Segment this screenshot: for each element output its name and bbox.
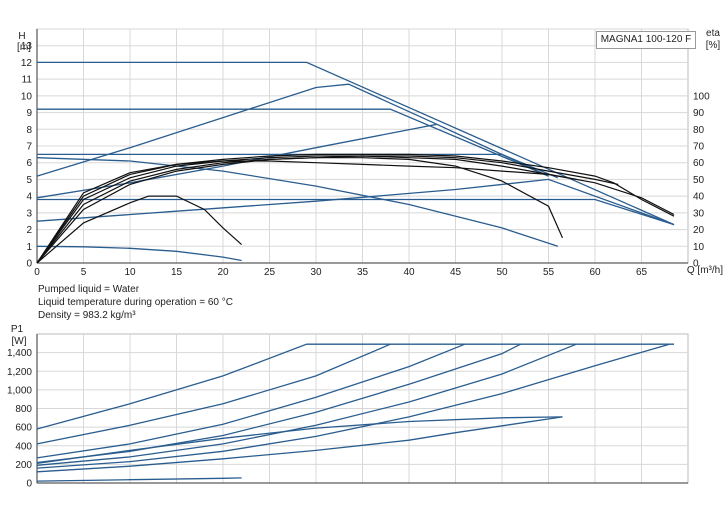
eta-y-tick-label: 80: [693, 125, 705, 136]
head-y-tick-label: 0: [26, 259, 32, 270]
head-axis-unit: [m]: [17, 42, 31, 53]
power-curve-0: [36, 343, 674, 430]
head-curve-4: [36, 245, 242, 262]
liquid-temperature-text: Liquid temperature during operation = 60…: [38, 297, 233, 308]
power-curve-2: [36, 343, 466, 459]
efficiency-curve-4: [36, 153, 675, 264]
head-x-tick-label: 60: [589, 267, 601, 278]
head-y-tick-label: 8: [26, 125, 32, 136]
power-y-tick-label: 600: [15, 423, 32, 434]
head-curve-8: [36, 178, 675, 226]
head-y-tick-label: 1: [26, 242, 32, 253]
density-text: Density = 983.2 kg/m³: [38, 310, 136, 321]
eta-y-tick-label: 70: [693, 142, 705, 153]
power-axis-unit: [W]: [12, 336, 27, 347]
head-curve-0: [37, 61, 675, 226]
power-y-tick-label: 0: [26, 479, 32, 490]
head-x-tick-label: 0: [34, 267, 40, 278]
head-y-tick-label: 11: [22, 75, 33, 86]
head-x-tick-label: 25: [264, 267, 276, 278]
head-curve-7: [36, 123, 438, 199]
head-y-tick-label: 13: [21, 41, 33, 52]
head-x-tick-label: 55: [543, 267, 555, 278]
head-y-tick-label: 10: [21, 91, 33, 102]
power-y-tick-label: 200: [15, 460, 32, 471]
power-curve-4: [36, 343, 577, 466]
eta-y-tick-label: 10: [693, 242, 705, 253]
head-y-tick-label: 6: [26, 158, 32, 169]
efficiency-curve-3: [36, 155, 619, 264]
eta-y-tick-label: 20: [693, 225, 705, 236]
eta-y-tick-label: 90: [693, 108, 705, 119]
pumped-liquid-text: Pumped liquid = Water: [38, 284, 140, 295]
power-y-tick-label: 1,000: [7, 385, 32, 396]
efficiency-curve-5: [36, 160, 675, 264]
head-x-tick-label: 50: [496, 267, 508, 278]
efficiency-curve-2: [36, 155, 577, 264]
head-axis-label: H: [18, 31, 25, 42]
efficiency-curve-0: [36, 195, 243, 264]
power-y-tick-label: 1,400: [7, 348, 32, 359]
power-curve-5: [36, 343, 670, 469]
power-curve-7: [36, 416, 563, 473]
model-label: MAGNA1 100-120 F: [596, 31, 696, 49]
eta-y-tick-label: 40: [693, 192, 705, 203]
head-curve-3: [37, 198, 675, 226]
head-curve-1: [37, 108, 549, 177]
head-x-tick-label: 10: [124, 267, 136, 278]
power-axis-label: P1: [11, 324, 24, 335]
power-curve-1: [36, 343, 391, 445]
eta-y-tick-label: 60: [693, 158, 705, 169]
power-y-tick-label: 800: [15, 404, 32, 415]
power-curve-8: [36, 477, 242, 482]
eta-axis-unit: [%]: [706, 40, 721, 51]
head-x-tick-label: 40: [403, 267, 415, 278]
head-y-tick-label: 3: [26, 208, 32, 219]
head-y-tick-label: 12: [21, 58, 33, 69]
head-x-tick-label: 65: [636, 267, 648, 278]
head-y-tick-label: 2: [26, 225, 32, 236]
power-y-tick-label: 1,200: [7, 367, 32, 378]
eta-y-tick-label: 0: [693, 259, 699, 270]
head-x-tick-label: 45: [450, 267, 462, 278]
eta-y-tick-label: 30: [693, 208, 705, 219]
head-y-tick-label: 9: [26, 108, 32, 119]
head-x-tick-label: 30: [310, 267, 322, 278]
eta-y-tick-label: 100: [693, 91, 710, 102]
flow-axis-label: Q [m³/h]: [687, 265, 723, 276]
power-curve-6: [36, 416, 563, 465]
head-x-tick-label: 5: [81, 267, 87, 278]
head-y-tick-label: 4: [26, 192, 32, 203]
head-x-tick-label: 20: [217, 267, 229, 278]
head-y-tick-label: 7: [26, 142, 32, 153]
head-y-tick-label: 5: [26, 175, 32, 186]
eta-axis-label: eta: [706, 28, 720, 39]
head-x-tick-label: 35: [357, 267, 369, 278]
eta-y-tick-label: 50: [693, 175, 705, 186]
head-curve-5: [36, 157, 559, 247]
head-x-tick-label: 15: [171, 267, 183, 278]
power-y-tick-label: 400: [15, 441, 32, 452]
power-curve-3: [36, 343, 521, 464]
